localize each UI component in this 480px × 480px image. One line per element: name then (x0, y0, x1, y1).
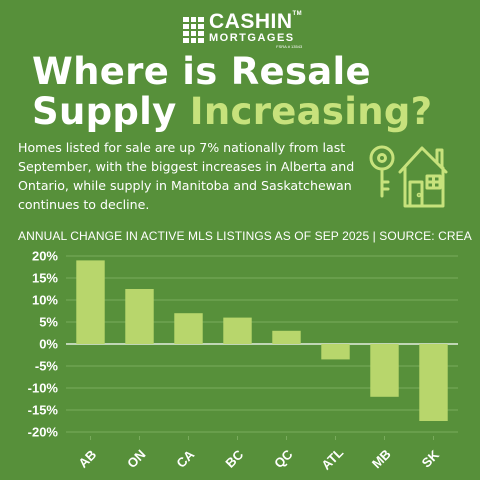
y-tick-label: 20% (32, 249, 58, 264)
chart-title: ANNUAL CHANGE IN ACTIVE MLS LISTINGS AS … (18, 229, 472, 243)
x-tick-label-on: ON (124, 447, 148, 471)
y-tick-label: -5% (35, 359, 59, 374)
y-tick-label: -15% (28, 403, 59, 418)
headline-line2-plain: Supply (32, 90, 177, 133)
logo-text: CASHINTM MORTGAGES FSRA # 13543 (209, 11, 302, 49)
bar-ca (174, 313, 203, 344)
house-and-key-icon (369, 145, 448, 208)
y-tick-label: 5% (39, 315, 58, 330)
x-tick-label-sk: SK (419, 447, 443, 471)
brand-sub: MORTGAGES (209, 32, 295, 44)
headline-line2-accent: Increasing? (189, 90, 433, 133)
brand-logo: CASHINTM MORTGAGES FSRA # 13543 (183, 11, 302, 49)
x-tick-label-ca: CA (173, 446, 197, 470)
y-tick-label: 0% (39, 337, 58, 352)
x-tick-label-atl: ATL (318, 445, 346, 473)
bar-mb (370, 344, 399, 397)
bar-sk (419, 344, 448, 421)
brand-name: CASHINTM (209, 10, 303, 33)
x-tick-label-ab: AB (75, 447, 99, 471)
bar-on (125, 289, 154, 344)
headline: Where is Resale Supply Increasing? (32, 52, 432, 132)
bar-ab (76, 260, 105, 344)
bar-bc (223, 317, 252, 344)
brand-trademark: TM (292, 11, 303, 17)
bar-qc (272, 330, 301, 344)
x-tick-label-qc: QC (271, 446, 296, 471)
headline-line1: Where is Resale (32, 50, 371, 93)
y-tick-label: 10% (32, 293, 58, 308)
description: Homes listed for sale are up 7% national… (18, 140, 355, 212)
y-tick-label: -20% (28, 425, 59, 440)
logo-grid-icon (183, 17, 204, 43)
bar-atl (321, 344, 350, 360)
bar-chart: 20% 15% 10% 5% 0% -5% -10% -15% -20% AB ON CA BC QC AT… (28, 249, 458, 473)
y-tick-label: -10% (28, 381, 59, 396)
brand-license: FSRA # 13543 (276, 44, 303, 49)
x-tick-label-mb: MB (369, 446, 394, 471)
y-tick-label: 15% (32, 271, 58, 286)
x-tick-label-bc: BC (222, 446, 246, 470)
